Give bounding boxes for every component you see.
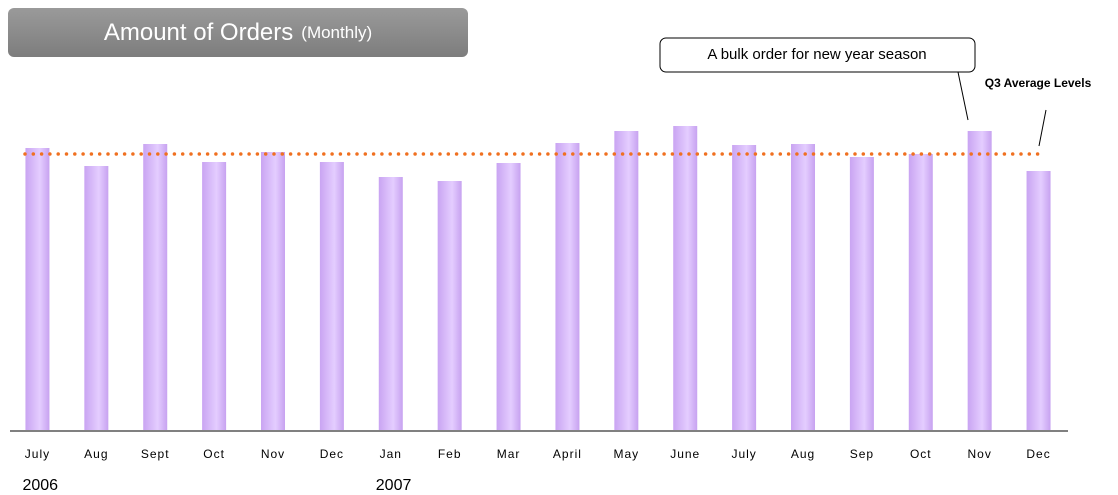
bar	[319, 162, 344, 430]
bar	[849, 157, 874, 430]
x-tick-label: Oct	[910, 447, 932, 461]
bar	[732, 145, 757, 430]
x-tick-label: Mar	[497, 447, 521, 461]
x-tick-label: Sept	[141, 447, 170, 461]
x-tick-label: Oct	[203, 447, 225, 461]
x-tick-label: Sep	[850, 447, 874, 461]
bar	[614, 131, 639, 430]
bar	[967, 131, 992, 430]
bar	[202, 162, 227, 430]
bar	[378, 177, 403, 430]
bar	[261, 152, 285, 430]
x-tick-label: July	[25, 447, 50, 461]
x-tick-label: Nov	[261, 447, 285, 461]
bar	[673, 126, 698, 430]
average-label: Q3 Average Levels	[985, 76, 1092, 90]
annotation: A bulk order for new year season	[707, 46, 926, 63]
x-tick-label: Dec	[1026, 447, 1050, 461]
x-tick-label: July	[731, 447, 756, 461]
x-tick-label: Jan	[380, 447, 402, 461]
bar	[496, 163, 521, 430]
chart-title: Amount of Orders	[104, 19, 293, 46]
annotation-leader	[957, 71, 969, 121]
x-tick-label: Nov	[967, 447, 991, 461]
x-tick-label: June	[670, 447, 700, 461]
bar	[555, 143, 580, 430]
x-tick-label: May	[613, 447, 639, 461]
x-tick-label: Aug	[791, 447, 815, 461]
annotation-box	[659, 37, 976, 73]
chart-subtitle: (Monthly)	[301, 23, 372, 42]
x-tick-label: Feb	[438, 447, 462, 461]
bar	[25, 148, 50, 430]
average-leader	[1038, 109, 1047, 147]
x-tick-label: April	[553, 447, 582, 461]
bar	[143, 144, 168, 430]
bar	[791, 144, 815, 430]
bar	[1026, 171, 1051, 430]
title-box	[8, 8, 468, 57]
chart-title-text: Amount of Orders (Monthly)	[104, 19, 372, 46]
x-tick-label: Aug	[84, 447, 108, 461]
x-tick-label: Dec	[320, 447, 344, 461]
year-label: 2007	[376, 477, 412, 494]
year-label: 2006	[22, 477, 58, 494]
bar	[908, 154, 933, 430]
bar	[84, 166, 109, 430]
bar	[437, 181, 462, 430]
